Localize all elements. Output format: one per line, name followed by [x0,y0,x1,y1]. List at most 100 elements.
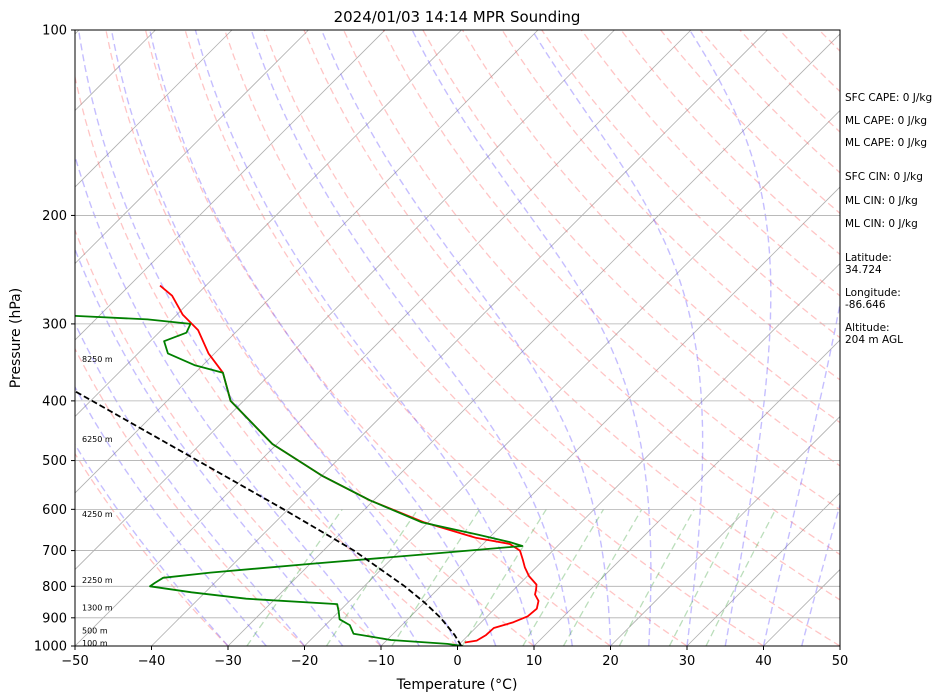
isotherm-line [75,30,309,265]
x-tick-label: −40 [138,654,165,669]
moist-adiabat-line [801,502,840,646]
isotherm-line [151,30,768,646]
pressure-gridlines [75,29,840,647]
dry-adiabat-line [461,30,840,424]
isotherm-line [75,30,462,418]
isotherm-line [75,30,692,646]
x-tick-label: 0 [453,654,461,669]
dry-adiabat-line [75,347,305,646]
x-tick-label: 30 [679,654,696,669]
height-label: 500 m [82,627,108,636]
y-tick-label: 900 [42,611,67,626]
info-item: ML CAPE: 0 J/kg [845,115,928,127]
mixing-ratio-line [391,508,481,646]
isotherm-line [457,262,840,646]
dry-adiabat-line [541,30,840,339]
y-axis-title: Pressure (hPa) [8,288,24,388]
moist-adiabat-line [75,321,306,646]
series-layer [75,284,540,646]
dry-adiabat-line [580,30,840,297]
dry-adiabat-line [382,30,840,511]
moist-adiabat-line [689,30,772,646]
dry-adiabat-line [184,30,688,646]
y-tick-label: 600 [42,503,67,518]
isotherm-line [75,30,539,494]
moist-adiabat-line [75,153,382,646]
x-axis-title: Temperature (°C) [396,677,518,693]
dry-adiabat-line [144,30,611,646]
height-label: 6250 m [82,435,113,444]
mixing-ratio-line [246,508,343,646]
moist-adiabat-line [149,30,497,646]
isotherm-line [75,30,386,341]
height-label: 2250 m [82,576,113,585]
dry-adiabat-line [501,30,840,381]
info-item: ML CIN: 0 J/kg [845,195,918,207]
height-label: 4250 m [82,510,113,519]
dry-adiabat-line [343,30,840,556]
y-tick-label: 300 [42,317,67,332]
moist-adiabat-line [762,300,840,646]
moist-adiabat-line [531,30,704,646]
dry-adiabat-line [422,30,840,467]
chart-title: 2024/01/03 14:14 MPR Sounding [334,8,581,26]
isotherm-line [533,339,840,646]
isotherm-line [75,30,615,571]
y-tick-label: 700 [42,544,67,559]
dry-adiabat-line [75,74,458,646]
isotherm-line [304,109,840,646]
isotherm-line [686,492,840,646]
moist-adiabat-line [411,30,652,646]
moist-adiabat-line [75,443,229,646]
info-item: SFC CAPE: 0 J/kg [845,92,933,104]
y-axis-ticks: 1000 900 800 700 600 500 400 300 200 100 [34,24,75,655]
reference-lines [0,30,840,646]
dry-adiabat-line [105,30,535,646]
x-tick-label: −50 [61,654,88,669]
isotherm-line [380,186,840,646]
series-line-1 [75,314,524,646]
height-labels: 100 m 500 m 1300 m 2250 m 4250 m 6250 m 8250 m [82,355,113,648]
dry-adiabat-line [75,452,229,646]
dry-adiabat-line [224,30,764,646]
moist-adiabat-line [194,30,535,646]
info-item: SFC CIN: 0 J/kg [845,171,923,183]
moist-adiabat-line [75,247,344,646]
plot-frame [74,29,841,647]
y-tick-label: 400 [42,394,67,409]
dry-adiabat-line [303,30,840,601]
x-tick-label: 40 [755,654,772,669]
y-tick-label: 500 [42,454,67,469]
info-item: Latitude: 34.724 [845,252,892,276]
moist-adiabat-line [250,30,573,646]
x-axis-ticks: −50 −40 −30 −20 −10 0 10 20 30 40 50 [61,646,848,669]
x-tick-label: −10 [367,654,394,669]
height-label: 100 m [82,639,108,648]
isotherm-line [0,30,3,646]
height-label: 8250 m [82,355,113,364]
mixing-ratio-line [522,508,605,646]
isotherm-line [610,415,840,646]
y-tick-label: 800 [42,580,67,595]
series-line-0 [159,284,540,644]
x-tick-label: −30 [214,654,241,669]
dry-adiabat-line [263,30,840,646]
info-item: Altitude: 204 m AGL [845,322,903,346]
x-tick-label: 50 [832,654,849,669]
series-line-2 [75,390,463,646]
moist-adiabat-line [77,30,420,646]
dry-adiabat-line [75,228,382,646]
y-tick-label: 100 [42,24,67,39]
moist-adiabat-line [75,385,267,646]
x-tick-label: −20 [291,654,318,669]
height-label: 1300 m [82,604,113,613]
isotherm-line [75,30,233,188]
info-item: ML CAPE: 0 J/kg [845,137,928,149]
mixing-ratio-line [668,508,742,646]
moist-adiabat-line [110,30,459,646]
y-tick-label: 1000 [34,640,67,655]
mixing-ratio-line [705,508,777,646]
isotherm-line [227,33,840,646]
info-item: Longitude: -86.646 [845,287,901,311]
